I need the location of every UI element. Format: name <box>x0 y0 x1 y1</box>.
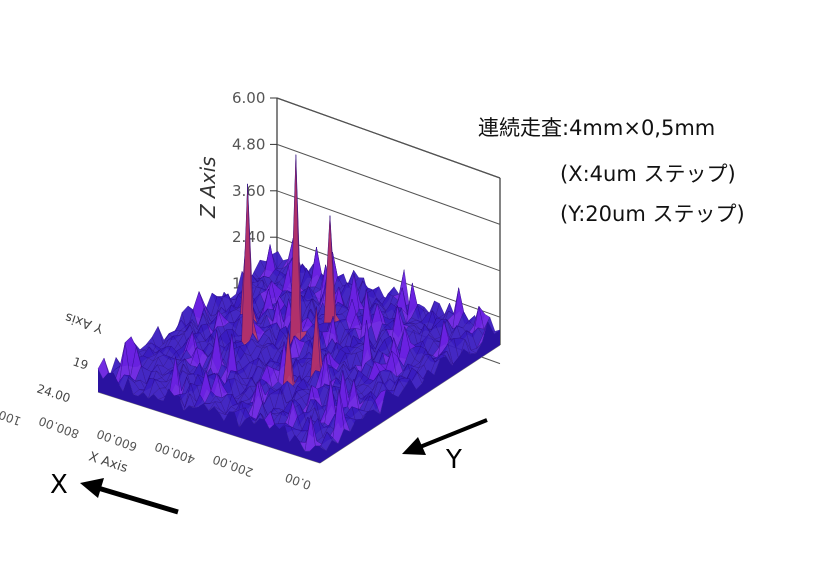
x-step-annotation: (X:4um ステップ) <box>560 162 736 186</box>
surface-side <box>98 368 320 463</box>
y-direction-arrow <box>402 418 488 455</box>
x-tick-label: 1000.00 <box>0 398 23 428</box>
z-tick-label: 4.80 <box>232 135 265 153</box>
y-step-annotation: (Y:20um ステップ) <box>560 202 745 226</box>
scan-area-annotation: 連続走査:4mm×0,5mm <box>478 116 716 140</box>
z-tick-label: 6.00 <box>232 89 265 107</box>
x-direction-arrow <box>80 478 179 515</box>
y-tick-label: 24.00 <box>35 382 72 406</box>
z-gridline <box>276 97 501 179</box>
x-axis-label: X Axis <box>87 450 130 477</box>
surface-side <box>320 322 500 463</box>
z-gridline <box>276 236 501 318</box>
surface-mesh <box>97 154 501 463</box>
z-gridline <box>276 190 501 272</box>
z-tick-label: 3.60 <box>232 182 265 200</box>
y-axis-label: Y Axis <box>63 309 106 336</box>
z-gridline <box>276 143 501 225</box>
y-direction-label: Y <box>445 445 462 475</box>
z-axis-label: Z Axis <box>196 156 220 219</box>
x-tick-label: 600.00 <box>95 426 139 454</box>
x-direction-label: X <box>50 470 68 500</box>
x-tick-label: 800.00 <box>37 414 81 442</box>
x-tick-label: 400.00 <box>153 439 197 467</box>
y-tick-label: 19 <box>71 355 90 373</box>
x-tick-label: 0.00 <box>283 470 313 492</box>
x-tick-label: 200.00 <box>211 452 255 480</box>
